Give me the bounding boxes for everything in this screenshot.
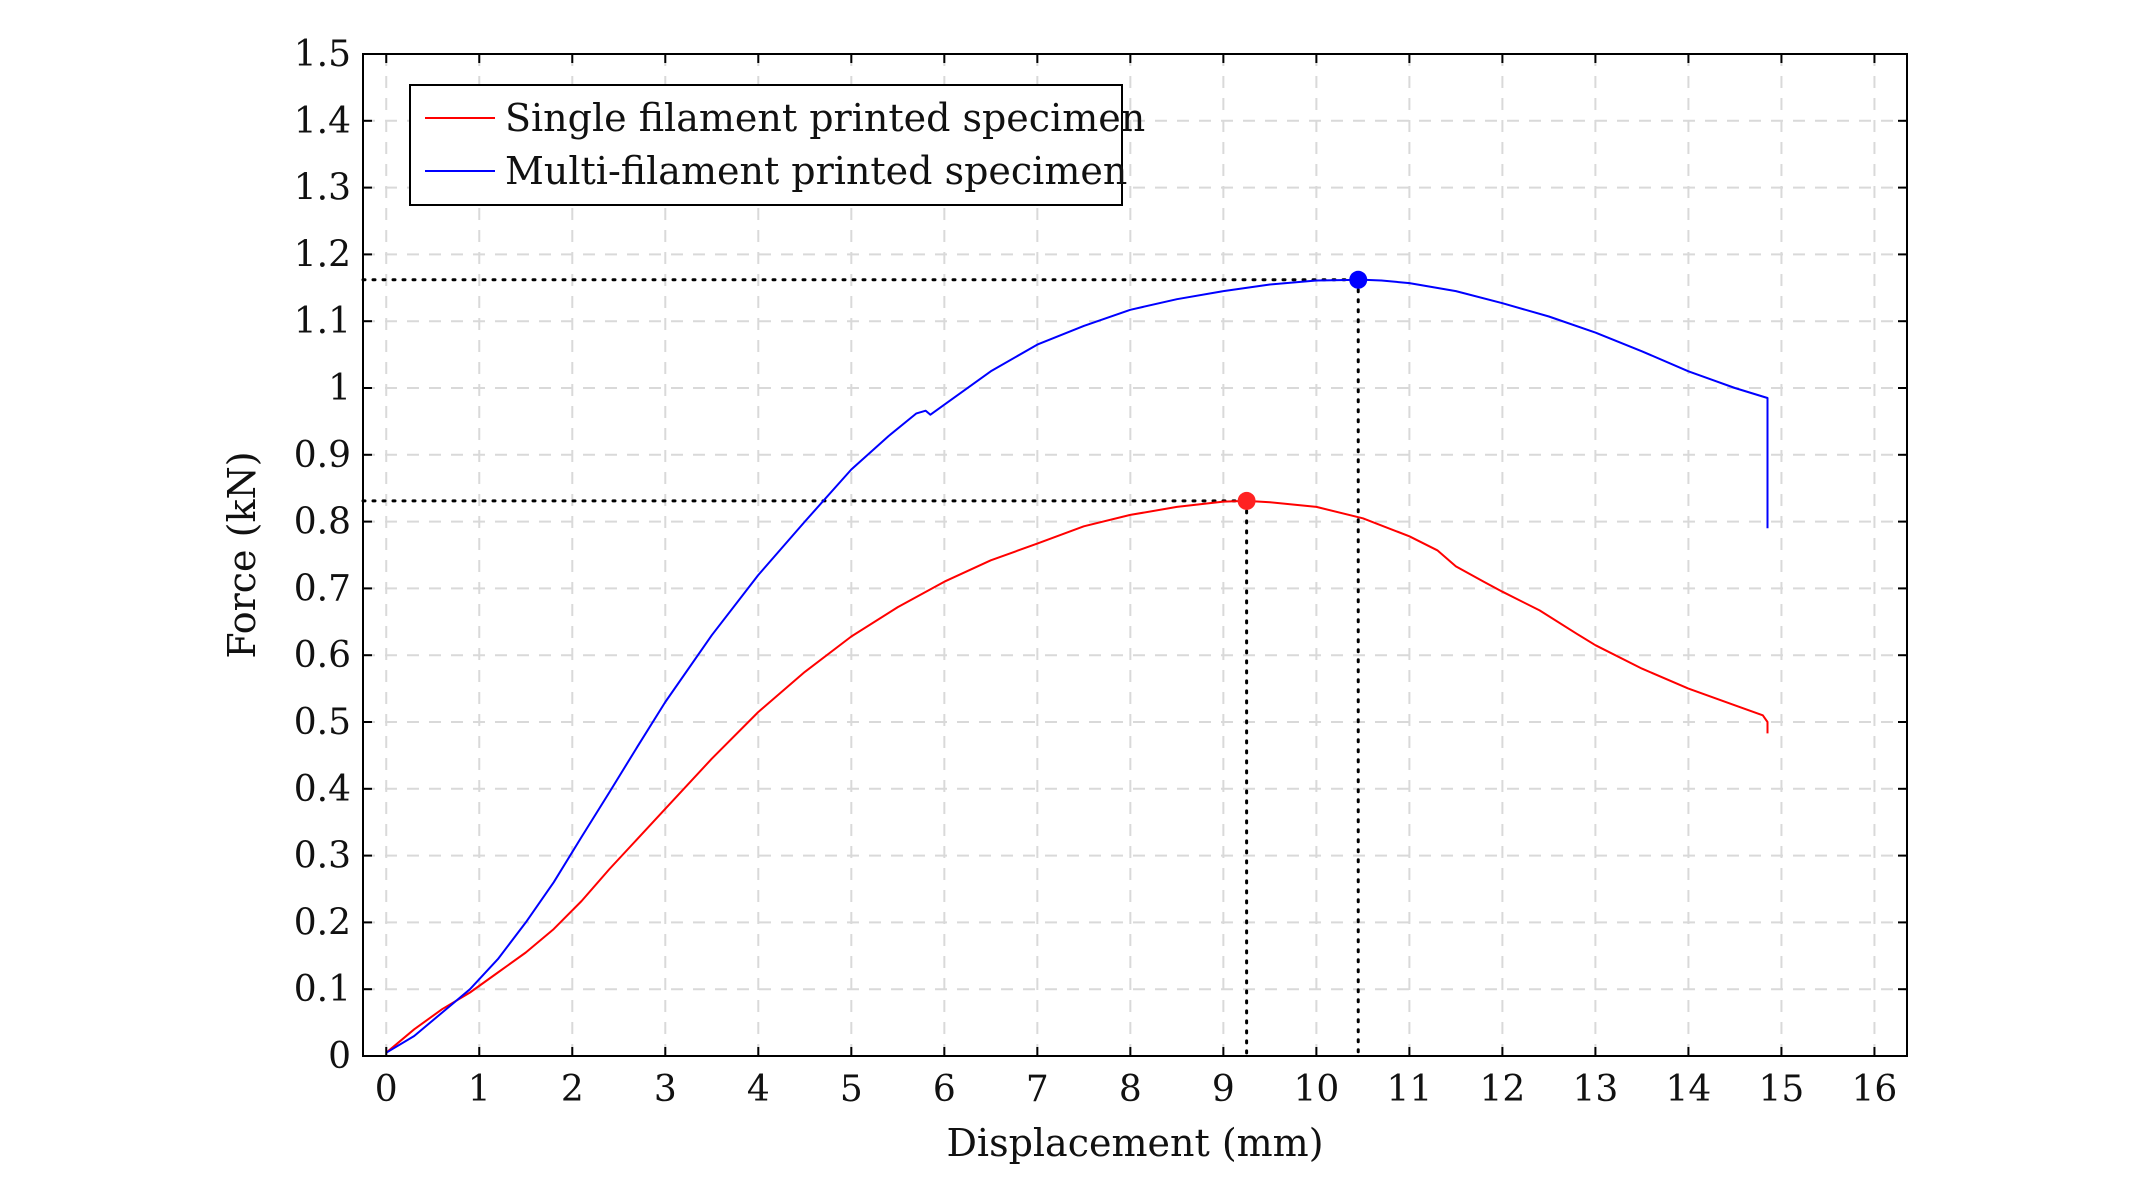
y-tick-label-0.8: 0.8 xyxy=(294,502,351,543)
x-tick-label-10: 10 xyxy=(1293,1069,1339,1110)
y-tick-label-0.6: 0.6 xyxy=(294,635,351,676)
y-axis-title: Force (kN) xyxy=(220,451,264,658)
peak-marker-multi-filament xyxy=(1349,270,1368,289)
reference-lines xyxy=(361,278,1360,1058)
x-tick-label-14: 14 xyxy=(1666,1069,1712,1110)
legend-label-single-filament: Single filament printed specimen xyxy=(505,96,1145,140)
y-tick-label-0.7: 0.7 xyxy=(294,568,351,609)
plot-frame xyxy=(362,53,1908,1057)
y-tick-label-0: 0 xyxy=(328,1036,351,1077)
series-line-single-filament xyxy=(385,499,1769,1054)
y-tick-label-1.4: 1.4 xyxy=(294,101,351,142)
x-tick-label-12: 12 xyxy=(1479,1069,1525,1110)
y-tick-label-1.3: 1.3 xyxy=(294,168,351,209)
x-tick-label-8: 8 xyxy=(1119,1069,1142,1110)
x-tick-label-16: 16 xyxy=(1852,1069,1898,1110)
y-tick-label-0.1: 0.1 xyxy=(294,969,351,1010)
y-tick-label-0.9: 0.9 xyxy=(294,435,351,476)
series-line-multi-filament xyxy=(385,278,1769,1054)
x-tick-label-9: 9 xyxy=(1212,1069,1235,1110)
series-layer xyxy=(385,278,1769,1054)
legend: Single filament printed specimen Multi-f… xyxy=(409,84,1145,206)
y-tick-label-1.2: 1.2 xyxy=(294,234,351,275)
y-tick-label-0.3: 0.3 xyxy=(294,836,351,877)
marker-layer xyxy=(1237,270,1368,510)
y-tick-label-0.2: 0.2 xyxy=(294,902,351,943)
x-tick-label-3: 3 xyxy=(654,1069,677,1110)
legend-box xyxy=(409,84,1123,206)
y-tick-label-0.4: 0.4 xyxy=(294,769,351,810)
x-tick-label-1: 1 xyxy=(468,1069,491,1110)
legend-label-multi-filament: Multi-filament printed specimen xyxy=(505,149,1127,193)
x-tick-label-13: 13 xyxy=(1573,1069,1619,1110)
x-tick-label-0: 0 xyxy=(375,1069,398,1110)
x-tick-label-6: 6 xyxy=(933,1069,956,1110)
tick-layer: 0 1 2 3 4 5 6 7 8 9 10 11 12 13 14 15 1600.10.20.30.40.5… xyxy=(294,34,1907,1110)
x-tick-label-5: 5 xyxy=(840,1069,863,1110)
y-tick-label-1: 1 xyxy=(328,368,351,409)
x-tick-label-2: 2 xyxy=(561,1069,584,1110)
y-tick-label-1.5: 1.5 xyxy=(294,34,351,75)
peak-marker-single-filament xyxy=(1237,491,1256,510)
y-tick-label-0.5: 0.5 xyxy=(294,702,351,743)
x-tick-label-15: 15 xyxy=(1759,1069,1805,1110)
x-tick-label-4: 4 xyxy=(747,1069,770,1110)
y-tick-label-1.1: 1.1 xyxy=(294,301,351,342)
x-axis-title: Displacement (mm) xyxy=(946,1121,1323,1165)
x-tick-label-11: 11 xyxy=(1386,1069,1432,1110)
x-tick-label-7: 7 xyxy=(1026,1069,1049,1110)
